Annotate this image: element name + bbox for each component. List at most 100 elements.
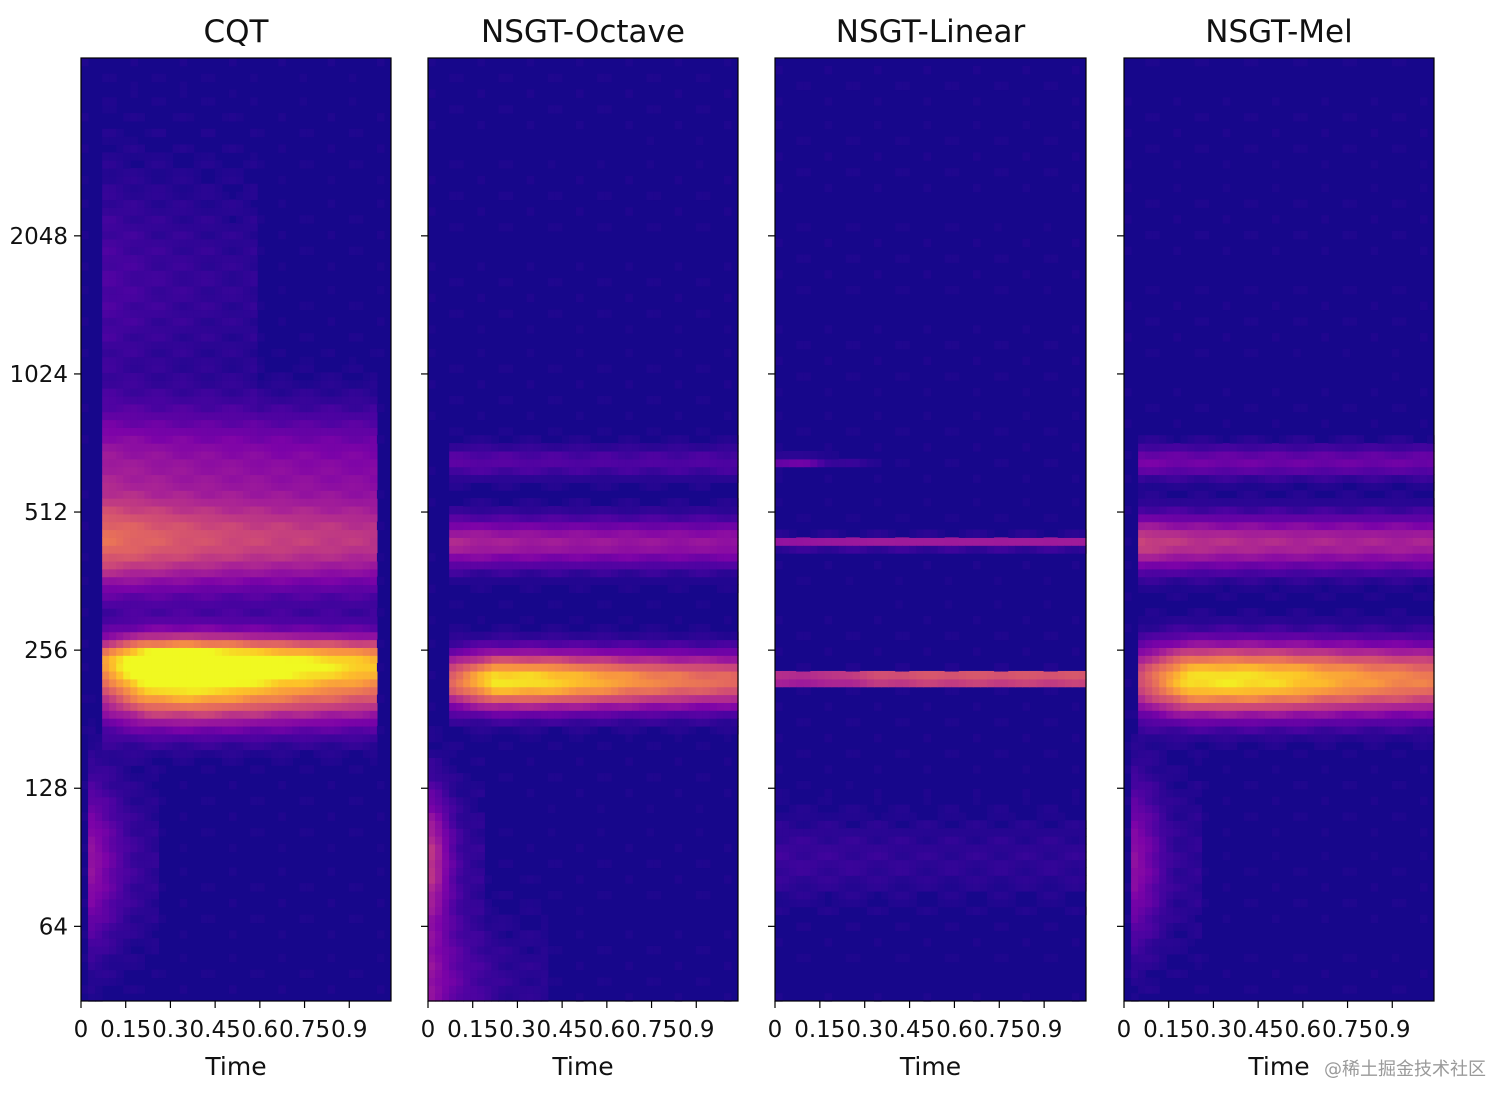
heatmap-cell: [667, 631, 676, 641]
heatmap-cell: [137, 356, 146, 366]
heatmap-cell: [456, 553, 464, 562]
heatmap-cell: [639, 443, 648, 452]
heatmap-cell: [264, 678, 272, 688]
heatmap-cell: [179, 199, 188, 208]
heatmap-cell: [646, 718, 655, 727]
heatmap-cell: [667, 639, 676, 648]
heatmap-cell: [116, 733, 124, 743]
heatmap-cell: [667, 702, 676, 711]
heatmap-cell: [165, 545, 174, 554]
heatmap-cell: [172, 623, 181, 633]
heatmap-cell: [102, 969, 110, 979]
heatmap-cell: [449, 765, 457, 774]
heatmap-cell: [660, 710, 669, 719]
heatmap-cell: [250, 317, 258, 326]
heatmap-cell: [221, 702, 230, 711]
heatmap-cell: [102, 278, 110, 287]
heatmap-cell: [81, 639, 89, 648]
heatmap-cell: [547, 631, 556, 641]
heatmap-cell: [285, 403, 293, 413]
heatmap-cell: [186, 207, 195, 216]
heatmap-cell: [463, 977, 471, 986]
heatmap-cell: [116, 411, 124, 421]
heatmap-cell: [243, 435, 251, 444]
heatmap-cell: [519, 993, 528, 1002]
heatmap-cell: [547, 859, 556, 869]
heatmap-cell: [674, 993, 683, 1002]
heatmap-cell: [214, 215, 223, 224]
heatmap-cell: [109, 73, 117, 83]
heatmap-cell: [179, 953, 188, 963]
heatmap-cell: [165, 270, 174, 279]
heatmap-cell: [470, 993, 478, 1002]
heatmap-cell: [456, 537, 464, 546]
heatmap-cell: [547, 639, 556, 648]
heatmap-cell: [618, 458, 626, 468]
heatmap-cell: [561, 647, 570, 656]
heatmap-cell: [660, 482, 669, 491]
heatmap-cell: [200, 419, 209, 428]
heatmap-cell: [116, 505, 124, 515]
heatmap-cell: [243, 725, 251, 735]
heatmap-cell: [116, 152, 124, 161]
heatmap-cell: [299, 356, 308, 366]
heatmap-cell: [540, 537, 549, 546]
heatmap-cell: [200, 914, 209, 924]
heatmap-cell: [463, 812, 471, 821]
heatmap-cell: [102, 678, 110, 688]
heatmap-cell: [299, 702, 308, 711]
heatmap-cell: [123, 419, 131, 428]
heatmap-cell: [102, 207, 110, 216]
heatmap-cell: [681, 466, 690, 476]
heatmap-cell: [228, 58, 237, 67]
heatmap-cell: [653, 395, 662, 405]
heatmap-cell: [123, 411, 131, 421]
heatmap-cell: [369, 388, 378, 397]
heatmap-cell: [313, 749, 322, 758]
heatmap-cell: [158, 223, 167, 232]
heatmap-cell: [137, 930, 146, 939]
heatmap-cell: [137, 113, 146, 122]
heatmap-cell: [137, 270, 146, 279]
heatmap-cell: [369, 545, 378, 554]
heatmap-cell: [695, 890, 704, 900]
heatmap-cell: [151, 765, 160, 774]
heatmap-cell: [695, 678, 704, 688]
heatmap-cell: [172, 183, 181, 193]
heatmap-cell: [214, 600, 223, 609]
heatmap-cell: [632, 450, 640, 460]
heatmap-cell: [236, 199, 244, 208]
heatmap-cell: [243, 702, 251, 711]
heatmap-cell: [102, 254, 110, 263]
heatmap-cell: [554, 702, 563, 711]
heatmap-cell: [228, 333, 237, 342]
heatmap-cell: [653, 741, 662, 751]
heatmap-cell: [568, 466, 577, 476]
heatmap-cell: [299, 498, 308, 507]
heatmap-cell: [137, 513, 146, 523]
heatmap-cell: [646, 977, 655, 986]
heatmap-cell: [88, 718, 96, 727]
heatmap-cell: [348, 828, 357, 837]
heatmap-cell: [702, 890, 711, 900]
heatmap-cell: [109, 285, 117, 295]
heatmap-cell: [137, 859, 146, 869]
heatmap-cell: [604, 309, 612, 318]
heatmap-cell: [130, 906, 138, 916]
heatmap-cell: [179, 293, 188, 303]
heatmap-cell: [214, 230, 223, 240]
heatmap-cell: [449, 537, 457, 546]
heatmap-cell: [109, 741, 117, 751]
heatmap-cell: [271, 631, 279, 641]
heatmap-cell: [723, 58, 732, 67]
heatmap-cell: [484, 686, 493, 696]
heatmap-cell: [484, 553, 493, 562]
heatmap-cell: [632, 710, 640, 719]
heatmap-cell: [172, 113, 181, 122]
heatmap-cell: [561, 710, 570, 719]
heatmap-cell: [554, 945, 563, 955]
heatmap-cell: [716, 450, 725, 460]
heatmap-cell: [151, 317, 160, 326]
heatmap-cell: [285, 568, 293, 578]
heatmap-cell: [376, 867, 385, 876]
